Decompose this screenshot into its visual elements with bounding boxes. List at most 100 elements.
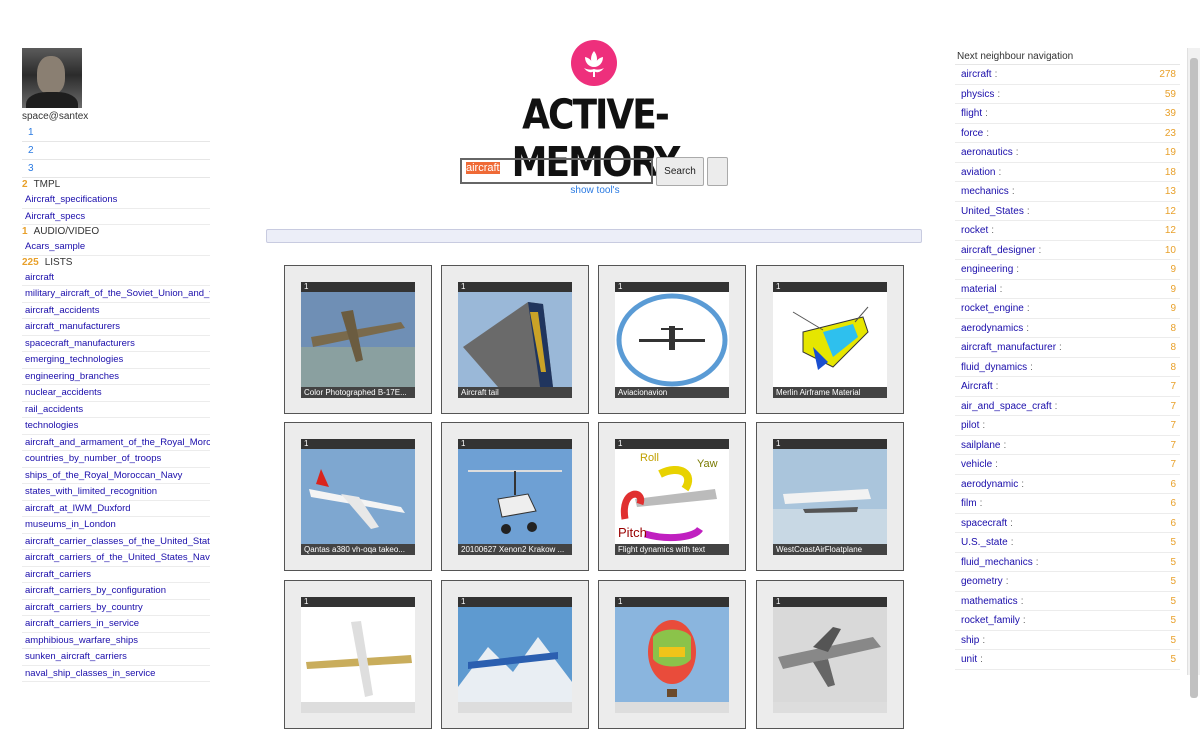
neighbour-name[interactable]: physics (961, 88, 995, 100)
list-link[interactable]: naval_ship_classes_in_service (22, 666, 210, 682)
list-link[interactable]: aircraft_carriers_by_configuration (22, 583, 210, 600)
neighbour-item[interactable]: aeronautics: 19 (955, 143, 1180, 163)
list-link[interactable]: ships_of_the_Royal_Moroccan_Navy (22, 468, 210, 484)
result-thumbnail[interactable]: 1 (773, 597, 887, 713)
neighbour-item[interactable]: mathematics: 5 (955, 592, 1180, 611)
neighbour-item[interactable]: unit: 5 (955, 650, 1180, 670)
neighbour-name[interactable]: flight (961, 108, 983, 119)
avatar[interactable] (22, 48, 82, 108)
neighbour-name[interactable]: Aircraft (961, 381, 993, 392)
neighbour-name[interactable]: aerodynamics (961, 322, 1024, 334)
result-card[interactable]: 1 20100627 Xenon2 Krakow ... (441, 422, 589, 571)
neighbour-name[interactable]: aeronautics (961, 147, 1013, 158)
neighbour-item[interactable]: aerodynamic: 6 (955, 475, 1180, 494)
result-thumbnail[interactable]: 1 Merlin Airframe Material (773, 282, 887, 398)
scrollbar-thumb[interactable] (1190, 58, 1198, 698)
result-card[interactable]: 1 Aviacionavion (598, 265, 746, 414)
neighbour-name[interactable]: geometry (961, 576, 1003, 587)
list-link[interactable]: aircraft_at_IWM_Duxford (22, 501, 210, 517)
neighbour-name[interactable]: sailplane (961, 439, 1001, 451)
neighbour-name[interactable]: vehicle (961, 459, 993, 470)
neighbour-name[interactable]: fluid_dynamics (961, 361, 1028, 373)
neighbour-item[interactable]: Aircraft: 7 (955, 377, 1180, 397)
result-thumbnail[interactable]: 1 Color Photographed B-17E... (301, 282, 415, 398)
list-link[interactable]: aircraft_and_armament_of_the_Royal_Moroc (22, 435, 210, 451)
neighbour-item[interactable]: sailplane: 7 (955, 436, 1180, 455)
neighbour-name[interactable]: U.S._state (961, 537, 1008, 548)
neighbour-name[interactable]: unit (961, 654, 978, 665)
neighbour-item[interactable]: vehicle: 7 (955, 455, 1180, 475)
neighbour-item[interactable]: mechanics: 13 (955, 182, 1180, 202)
neighbour-item[interactable]: ship: 5 (955, 631, 1180, 650)
neighbour-name[interactable]: rocket_family (961, 615, 1020, 626)
list-link[interactable]: aircraft_carriers (22, 567, 210, 583)
neighbour-item[interactable]: aircraft: 278 (955, 65, 1180, 85)
result-card[interactable]: 1 Merlin Airframe Material (756, 265, 904, 414)
neighbour-name[interactable]: force (961, 127, 984, 139)
neighbour-item[interactable]: rocket_family: 5 (955, 611, 1180, 631)
neighbour-name[interactable]: aircraft_designer (961, 244, 1036, 256)
list-link[interactable]: aircraft_carriers_in_service (22, 616, 210, 633)
result-card[interactable]: 1 (756, 580, 904, 729)
scrollbar[interactable] (1187, 48, 1200, 698)
neighbour-name[interactable]: ship (961, 634, 980, 646)
neighbour-item[interactable]: engineering: 9 (955, 260, 1180, 280)
result-thumbnail[interactable]: 1 Qantas a380 vh-oqa takeo... (301, 439, 415, 555)
list-link[interactable]: aircraft_carriers_of_the_United_States_N… (22, 550, 210, 567)
list-link[interactable]: engineering_branches (22, 369, 210, 385)
list-link[interactable]: sunken_aircraft_carriers (22, 649, 210, 666)
list-link[interactable]: aircraft_accidents (22, 303, 210, 319)
list-link[interactable]: museums_in_London (22, 517, 210, 534)
list-link[interactable]: countries_by_number_of_troops (22, 451, 210, 468)
result-card[interactable]: 1 Color Photographed B-17E... (284, 265, 432, 414)
show-tools-link[interactable]: show tool's (570, 185, 620, 196)
result-card[interactable]: 1 Qantas a380 vh-oqa takeo... (284, 422, 432, 571)
neighbour-name[interactable]: rocket (961, 225, 989, 236)
neighbour-item[interactable]: aviation: 18 (955, 163, 1180, 182)
result-thumbnail[interactable]: 1 WestCoastAirFloatplane (773, 439, 887, 555)
result-thumbnail[interactable]: 1 (301, 597, 415, 713)
neighbour-name[interactable]: United_States (961, 205, 1024, 217)
neighbour-item[interactable]: aircraft_designer: 10 (955, 241, 1180, 260)
list-link[interactable]: aircraft (22, 270, 210, 286)
neighbour-item[interactable]: United_States: 12 (955, 202, 1180, 221)
result-card[interactable]: 1 (284, 580, 432, 729)
list-link[interactable]: states_with_limited_recognition (22, 484, 210, 501)
list-link[interactable]: Aircraft_specifications (22, 192, 210, 209)
list-link[interactable]: technologies (22, 418, 210, 435)
result-card[interactable]: 1 WestCoastAirFloatplane (756, 422, 904, 571)
result-thumbnail[interactable]: 1 (458, 597, 572, 713)
neighbour-item[interactable]: spacecraft: 6 (955, 514, 1180, 533)
list-link[interactable]: nuclear_accidents (22, 385, 210, 402)
neighbour-item[interactable]: pilot: 7 (955, 416, 1180, 436)
page-link-1[interactable]: 1 (22, 124, 210, 142)
neighbour-item[interactable]: aircraft_manufacturer: 8 (955, 338, 1180, 358)
neighbour-name[interactable]: aerodynamic (961, 478, 1019, 490)
result-thumbnail[interactable]: 1 Aircraft tail (458, 282, 572, 398)
neighbour-item[interactable]: flight: 39 (955, 104, 1180, 124)
list-link[interactable]: Acars_sample (22, 239, 210, 256)
extra-button[interactable] (707, 157, 728, 186)
neighbour-name[interactable]: film (961, 498, 977, 509)
neighbour-item[interactable]: material: 9 (955, 280, 1180, 299)
neighbour-item[interactable]: air_and_space_craft: 7 (955, 397, 1180, 416)
neighbour-item[interactable]: geometry: 5 (955, 572, 1180, 592)
list-link[interactable]: aircraft_carrier_classes_of_the_United_S… (22, 534, 210, 550)
neighbour-item[interactable]: physics: 59 (955, 85, 1180, 104)
list-link[interactable]: emerging_technologies (22, 352, 210, 369)
neighbour-item[interactable]: fluid_dynamics: 8 (955, 358, 1180, 377)
neighbour-item[interactable]: fluid_mechanics: 5 (955, 553, 1180, 572)
neighbour-item[interactable]: U.S._state: 5 (955, 533, 1180, 553)
neighbour-item[interactable]: rocket_engine: 9 (955, 299, 1180, 319)
list-link[interactable]: rail_accidents (22, 402, 210, 418)
neighbour-name[interactable]: aircraft_manufacturer (961, 342, 1057, 353)
search-button[interactable]: Search (656, 157, 704, 186)
page-link-2[interactable]: 2 (22, 142, 210, 160)
neighbour-name[interactable]: air_and_space_craft (961, 400, 1052, 412)
list-link[interactable]: spacecraft_manufacturers (22, 336, 210, 352)
list-link[interactable]: amphibious_warfare_ships (22, 633, 210, 649)
neighbour-item[interactable]: rocket: 12 (955, 221, 1180, 241)
neighbour-name[interactable]: engineering (961, 264, 1014, 275)
neighbour-name[interactable]: mechanics (961, 186, 1009, 197)
neighbour-name[interactable]: mathematics (961, 595, 1018, 607)
